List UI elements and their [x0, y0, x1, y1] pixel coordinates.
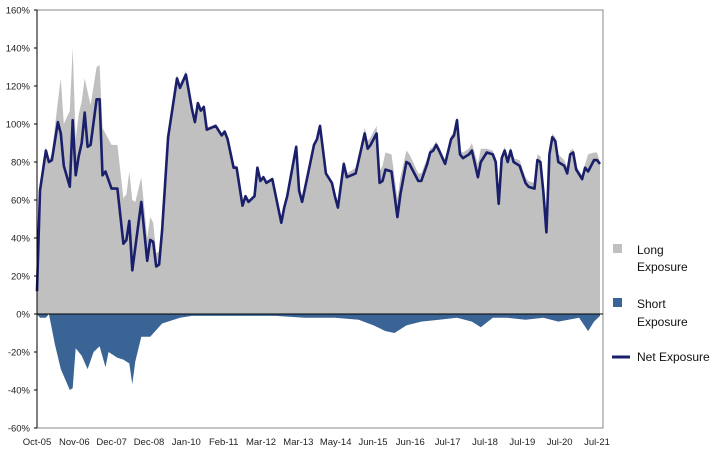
x-tick-label: Mar-13 [283, 437, 313, 448]
legend-item-long: Long Exposure [613, 243, 688, 274]
y-tick-label: 40% [11, 234, 31, 245]
y-tick-label: -60% [8, 424, 31, 435]
x-tick-label: Dec-07 [96, 437, 127, 448]
y-tick-label: 120% [6, 82, 31, 93]
net-exposure-series [35, 73, 602, 292]
x-tick-label: Jul-21 [584, 437, 610, 448]
x-tick-label: May-14 [320, 437, 352, 448]
legend-label-net: Net Exposure [637, 350, 710, 364]
legend-item-net: Net Exposure [612, 350, 710, 364]
x-tick-label: Jul-17 [435, 437, 461, 448]
x-tick-label: Dec-08 [134, 437, 165, 448]
x-tick-label: Jul-18 [472, 437, 498, 448]
y-tick-label: 140% [6, 44, 31, 55]
x-tick-label: Feb-11 [209, 437, 238, 448]
y-tick-label: 100% [6, 120, 31, 131]
y-tick-label: 80% [11, 158, 31, 169]
x-axis-ticks: Oct-05 Nov-06 Dec-07 Dec-08 Jan-10 Feb-11 Mar-… [23, 437, 610, 448]
x-tick-label: Jul-20 [547, 437, 573, 448]
y-axis-ticks: 160% 140% 120% 100% 80% 60% 40% 20% 0% -20% -40% -6… [6, 6, 37, 435]
legend-label-long-2: Exposure [637, 260, 688, 274]
x-tick-label: Oct-05 [23, 437, 52, 448]
y-tick-label: 20% [11, 272, 31, 283]
legend-swatch-short [613, 298, 622, 307]
legend-label-long-1: Long [637, 243, 664, 257]
x-tick-label: Jun-15 [358, 437, 387, 448]
x-tick-label: Jul-19 [509, 437, 535, 448]
y-tick-label: 0% [16, 310, 30, 321]
x-tick-label: Jun-16 [396, 437, 425, 448]
short-exposure-area [37, 314, 600, 390]
x-tick-label: Mar-12 [246, 437, 276, 448]
x-tick-label: Jan-10 [172, 437, 201, 448]
y-tick-label: 60% [11, 196, 31, 207]
legend-item-short: Short Exposure [613, 297, 688, 329]
legend: Long Exposure Short Exposure Net Exposur… [612, 243, 710, 364]
long-exposure-area [37, 48, 600, 314]
y-tick-label: -20% [8, 348, 31, 359]
y-tick-label: -40% [8, 386, 31, 397]
legend-label-short-2: Exposure [637, 315, 688, 329]
x-tick-label: Nov-06 [59, 437, 90, 448]
net-exposure-line [35, 73, 602, 292]
legend-label-short-1: Short [637, 297, 666, 311]
series-areas [37, 48, 600, 390]
y-tick-label: 160% [6, 6, 31, 17]
legend-swatch-long [613, 244, 622, 253]
